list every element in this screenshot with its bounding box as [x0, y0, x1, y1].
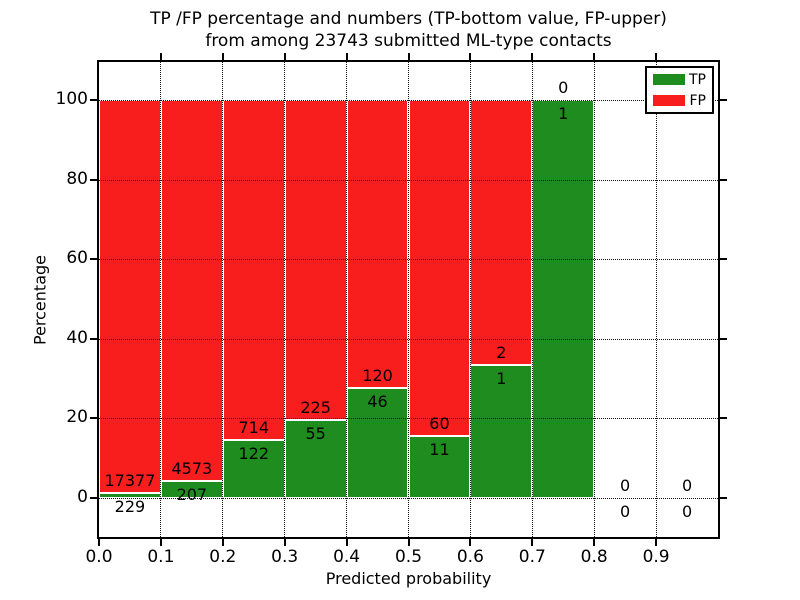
fp-bar-segment: [222, 100, 285, 440]
fp-color-swatch: [653, 95, 685, 106]
x-axis-label: Predicted probability: [325, 569, 492, 588]
legend-item-tp: TP: [653, 72, 706, 88]
x-tick-label-0.2: 0.2: [209, 547, 237, 567]
y-tick-right: [720, 258, 727, 261]
y-tick-left: [90, 258, 97, 261]
legend-label-tp: TP: [689, 71, 706, 88]
fp-count-label: 120: [362, 365, 393, 385]
x-tick-top: [655, 53, 658, 60]
y-tick-left: [90, 178, 97, 181]
tp-count-label: 207: [176, 484, 208, 504]
x-tick-bottom: [531, 539, 534, 546]
v-gridline-0.1: [160, 62, 162, 537]
legend: TP FP: [645, 66, 714, 114]
fp-count-label: 225: [300, 397, 331, 417]
x-tick-bottom: [98, 539, 100, 546]
x-tick-top: [345, 53, 348, 60]
v-gridline-0.4: [346, 62, 348, 537]
x-tick-label-0.9: 0.9: [642, 547, 670, 567]
tp-count-label: 122: [238, 443, 270, 463]
y-tick-label-0: 0: [77, 487, 88, 507]
x-tick-bottom: [469, 539, 472, 546]
x-tick-top: [159, 53, 162, 60]
y-tick-label-80: 80: [66, 168, 88, 189]
x-tick-bottom: [593, 539, 596, 546]
y-tick-label-60: 60: [66, 248, 88, 269]
fp-bar-segment: [99, 100, 161, 493]
v-gridline-0.2: [222, 62, 224, 537]
chart-title-line1: TP /FP percentage and numbers (TP-bottom…: [150, 9, 667, 29]
y-tick-left: [90, 99, 97, 101]
tp-bar-segment: [222, 439, 285, 498]
v-gridline-0.8: [593, 62, 595, 537]
x-tick-top: [407, 53, 410, 60]
v-gridline-0.9: [655, 62, 657, 537]
tp-count-label: 0: [620, 502, 631, 521]
fp-bar-segment: [160, 100, 223, 481]
v-gridline-0.3: [284, 62, 286, 537]
y-tick-label-20: 20: [66, 407, 88, 428]
x-tick-bottom: [407, 539, 410, 546]
v-gridline-0.5: [408, 62, 409, 537]
tp-color-swatch: [653, 74, 685, 85]
tp-count-label: 46: [367, 391, 388, 411]
y-tick-right: [720, 497, 727, 499]
x-tick-label-0.6: 0.6: [456, 547, 484, 567]
fp-bar-segment: [346, 100, 409, 388]
y-tick-left: [90, 337, 97, 340]
y-tick-right: [720, 178, 727, 181]
v-gridline-0.6: [469, 62, 471, 537]
y-tick-right: [720, 417, 727, 420]
x-tick-top: [221, 53, 224, 60]
tp-count-label: 1: [558, 104, 569, 123]
fp-count-label: 0: [681, 476, 693, 495]
y-tick-label-100: 100: [55, 89, 88, 109]
x-tick-label-0.7: 0.7: [518, 547, 546, 567]
x-tick-bottom: [345, 539, 348, 546]
x-tick-label-0.8: 0.8: [580, 547, 608, 567]
x-tick-bottom: [655, 539, 658, 546]
fp-count-label: 60: [429, 414, 450, 434]
fp-bar-segment: [470, 100, 533, 366]
fp-count-label: 4573: [171, 458, 213, 478]
v-gridline-0.7: [531, 62, 533, 537]
legend-item-fp: FP: [653, 93, 706, 109]
tp-bar-segment: [532, 100, 595, 498]
tp-count-label: 55: [305, 423, 326, 443]
legend-label-fp: FP: [689, 92, 707, 109]
x-tick-top: [531, 53, 534, 60]
x-tick-label-0.5: 0.5: [394, 547, 423, 567]
x-tick-top: [469, 53, 472, 60]
plot-area: 17377 229 4573 207 714 122 225 55 120 46 60 11 2 1 0 1 0…: [90, 53, 727, 546]
chart-title-line2: from among 23743 submitted ML-type conta…: [205, 31, 612, 51]
fp-count-label: 0: [620, 476, 631, 495]
x-tick-bottom: [221, 539, 224, 546]
y-tick-label-40: 40: [66, 327, 88, 348]
x-tick-label-0.0: 0.0: [85, 547, 113, 567]
fp-count-label: 17377: [104, 470, 156, 490]
tp-count-label: 0: [681, 502, 693, 521]
x-tick-label-0.4: 0.4: [333, 547, 361, 567]
x-tick-bottom: [283, 539, 286, 546]
tp-bar-segment: [470, 365, 533, 498]
tp-count-label: 229: [114, 496, 146, 516]
y-tick-left: [90, 417, 97, 420]
fp-count-label: 0: [558, 78, 569, 97]
x-tick-label-0.1: 0.1: [147, 547, 175, 567]
chart-title: TP /FP percentage and numbers (TP-bottom…: [97, 8, 720, 52]
tp-bar-segment: [284, 419, 347, 498]
x-tick-label-0.3: 0.3: [271, 547, 299, 567]
y-tick-right: [720, 99, 727, 101]
tp-count-label: 11: [429, 440, 450, 460]
x-tick-top: [283, 53, 286, 60]
x-tick-bottom: [159, 539, 162, 546]
tp-count-label: 1: [496, 369, 507, 389]
fp-count-label: 714: [238, 417, 270, 437]
y-tick-left: [90, 497, 97, 499]
x-tick-top: [593, 53, 596, 60]
fp-count-label: 2: [496, 343, 507, 363]
fp-bar-segment: [408, 100, 471, 437]
y-tick-right: [720, 337, 727, 340]
